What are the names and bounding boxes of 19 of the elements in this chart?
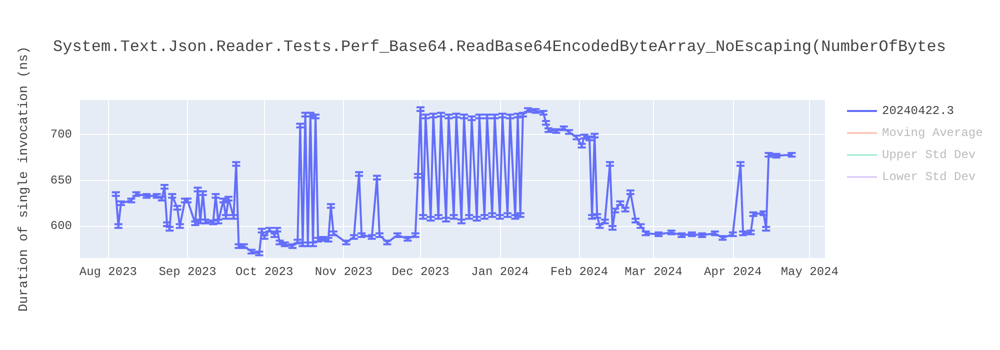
x-tick-label: May 2024 xyxy=(780,265,838,279)
y-axis-title: Duration of single invocation (ns) xyxy=(16,46,31,312)
x-tick-label: Feb 2024 xyxy=(550,265,608,279)
x-tick-label: Dec 2023 xyxy=(392,265,450,279)
y-tick-label: 650 xyxy=(50,173,72,188)
x-tick-label: Apr 2024 xyxy=(704,265,762,279)
chart-title: System.Text.Json.Reader.Tests.Perf_Base64.ReadBase64EncodedByteArray_NoEscaping(NumberOfBytes xyxy=(53,38,946,56)
y-tick-label: 700 xyxy=(50,128,72,142)
x-tick-label: Jan 2024 xyxy=(471,265,529,279)
x-tick-label: Nov 2023 xyxy=(314,265,372,279)
x-tick-label: Oct 2023 xyxy=(236,265,294,279)
x-tick-label: Mar 2024 xyxy=(624,265,682,279)
legend-label: 20240422.3 xyxy=(882,104,954,118)
legend-label: Upper Std Dev xyxy=(882,148,976,162)
x-tick-label: Sep 2023 xyxy=(158,265,216,279)
y-tick-label: 600 xyxy=(50,219,72,234)
x-tick-label: Aug 2023 xyxy=(79,265,137,279)
legend-label: Moving Average xyxy=(882,126,983,140)
legend-label: Lower Std Dev xyxy=(882,170,976,184)
